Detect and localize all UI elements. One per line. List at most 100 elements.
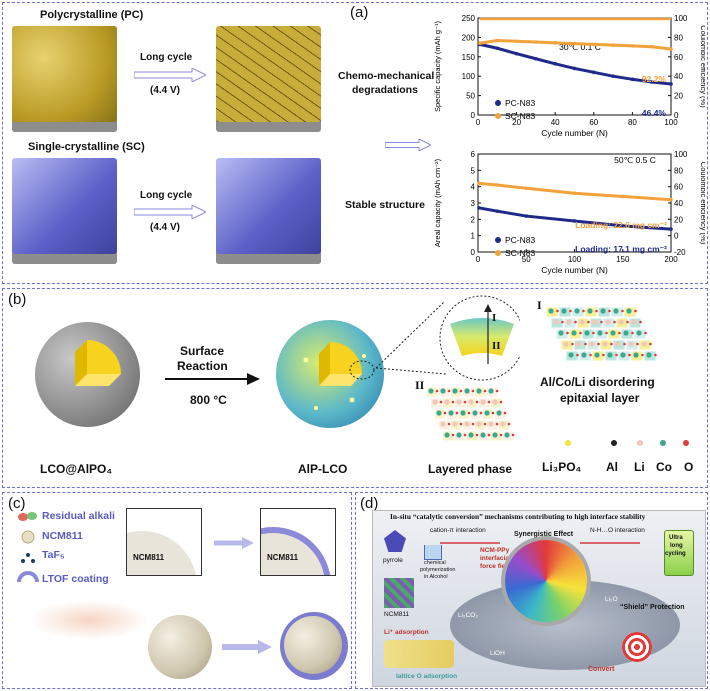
lattice-atom [452,421,458,427]
data-point [649,80,654,84]
lattice-atom [500,421,506,427]
inset-after-label: NCM811 [267,553,299,562]
lattice-atom [428,388,434,394]
lattice-oxygen [592,331,595,335]
lattice-oxygen [649,342,652,346]
lattice-oxygen [636,342,639,346]
lattice-atom [476,388,482,394]
x-tick-label: 50 [522,255,531,264]
data-point [553,61,557,66]
lattice-o-molecule [384,640,454,668]
inset-transform-arrow [214,537,254,549]
legend-li3po4: Li₃PO₄ [542,460,582,474]
lattice-oxygen [459,389,463,393]
lattice-oxygen [561,320,564,324]
surface-label: Surface [180,344,225,358]
reaction-label: Reaction [177,359,228,373]
data-point [572,191,577,195]
lattice-atom [646,352,652,358]
lattice-oxygen [511,433,515,437]
lattice-oxygen [495,422,499,426]
lattice-oxygen [584,342,587,346]
lattice-atom [440,388,446,394]
lattice-oxygen [447,389,451,393]
annotation: 92.2% [642,74,667,84]
layered-phase-label: Layered phase [428,462,513,476]
long-cycle-voltage-1: (4.4 V) [150,85,181,96]
y-tick-label: 4 [471,183,476,192]
x-tick-label: 0 [476,118,481,127]
lattice-oxygen [499,433,503,437]
y-right-tick-label: 60 [674,53,683,62]
lioh-label: LiOH [490,650,505,657]
lattice-atom [576,341,582,347]
y-tick-label: 250 [462,14,476,23]
lattice-oxygen [459,422,463,426]
lattice-oxygen [569,309,572,313]
legend-al: Al [606,460,618,474]
layered-roman-2: II [415,378,425,392]
pc-title: Polycrystalline (PC) [40,9,144,21]
ncm-ppy-sphere [505,540,587,622]
ncm-ppy-2: interfacial [480,555,511,562]
y-right-axis-label: Coulombic efficiency (%) [699,162,705,245]
battery-icon [664,530,694,576]
reaction-arrow [165,373,260,385]
lattice-atom [484,410,490,416]
lattice-o-label: lattice O adsorption [396,673,458,680]
lattice-atom [492,399,498,405]
data-point [514,51,519,56]
alp-lco-label: AlP-LCO [298,462,348,476]
x-tick-label: 150 [616,255,630,264]
lattice-atom [553,319,559,325]
y-tick-label: 150 [462,53,476,62]
data-point [611,43,615,47]
lattice-atom [448,410,454,416]
li-adsorption-label: Li⁺ adsorption [384,629,429,636]
ncm811-d-label: NCM811 [384,611,410,618]
lattice-atom [456,432,462,438]
legend-marker [495,113,501,119]
y-right-tick-label: 80 [674,33,683,42]
nho-label: N-H…O interaction [590,527,645,534]
lattice-atom [633,352,639,358]
lattice-oxygen [582,309,585,313]
y-tick-label: 200 [462,33,476,42]
lattice-oxygen [618,331,621,335]
annotation: 46.4% [642,108,667,118]
lattice-atom [623,330,629,336]
lattice-atom [504,432,510,438]
to-charts-arrow [385,139,431,151]
lattice-atom [432,399,438,405]
lattice-oxygen [451,400,455,404]
lattice-oxygen [589,353,592,357]
legend-li: Li [634,460,645,474]
lattice-atom [444,432,450,438]
lattice-oxygen [597,342,600,346]
lattice-oxygen [600,320,603,324]
degrade-text-1: Chemo-mechanical [338,70,435,82]
ultra-3: cycling [665,551,686,557]
cation-pi-label: cation-π interaction [430,527,486,534]
legend-co: Co [656,460,672,474]
convert-label: Convert [588,666,615,673]
lattice-atom [579,319,585,325]
lattice-atom [561,308,567,314]
lattice-atom [628,341,634,347]
lattice-atom [631,319,637,325]
lattice-oxygen [487,433,491,437]
stable-text: Stable structure [345,199,425,211]
x-tick-label: 100 [568,255,582,264]
lattice-atom [444,399,450,405]
lattice-oxygen [556,309,559,313]
lattice-oxygen [435,389,439,393]
disorder-roman-1: I [537,298,542,312]
series-line-pc-n83 [478,206,672,231]
data-point [495,209,500,213]
disordering-lattice [546,307,657,361]
panel-d-title: In-situ “catalytic conversion” mechanism… [390,512,646,521]
atom-legend-dots [565,440,689,446]
legend-ltof-coating: LTOF coating [42,573,109,585]
lattice-oxygen [455,411,459,415]
lattice-atom [476,421,482,427]
